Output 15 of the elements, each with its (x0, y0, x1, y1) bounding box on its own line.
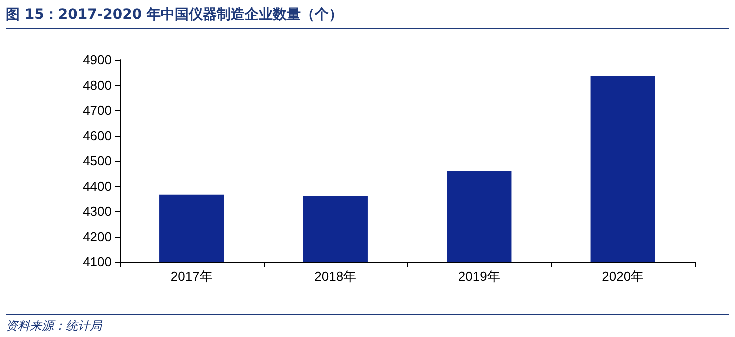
y-tick-label: 4200 (83, 229, 112, 244)
chart-title: 图 15：2017-2020 年中国仪器制造企业数量（个） (6, 6, 729, 29)
x-tick-label: 2017年 (170, 269, 213, 284)
x-tick-label: 2020年 (602, 269, 644, 284)
text: 资料来源：统计局 (6, 314, 729, 335)
y-tick-label: 4500 (83, 154, 112, 168)
x-tick-label: 2018年 (314, 269, 357, 284)
y-tick-label: 4400 (83, 178, 112, 194)
y-tick-label: 4700 (83, 103, 112, 118)
y-tick-label: 4600 (83, 128, 112, 144)
y-tick-label: 4300 (83, 204, 112, 219)
y-tick-label: 4100 (83, 254, 112, 270)
y-tick-label: 4900 (83, 52, 112, 68)
y-tick-label: 4800 (83, 78, 112, 93)
x-tick-label: 2019年 (458, 269, 500, 284)
